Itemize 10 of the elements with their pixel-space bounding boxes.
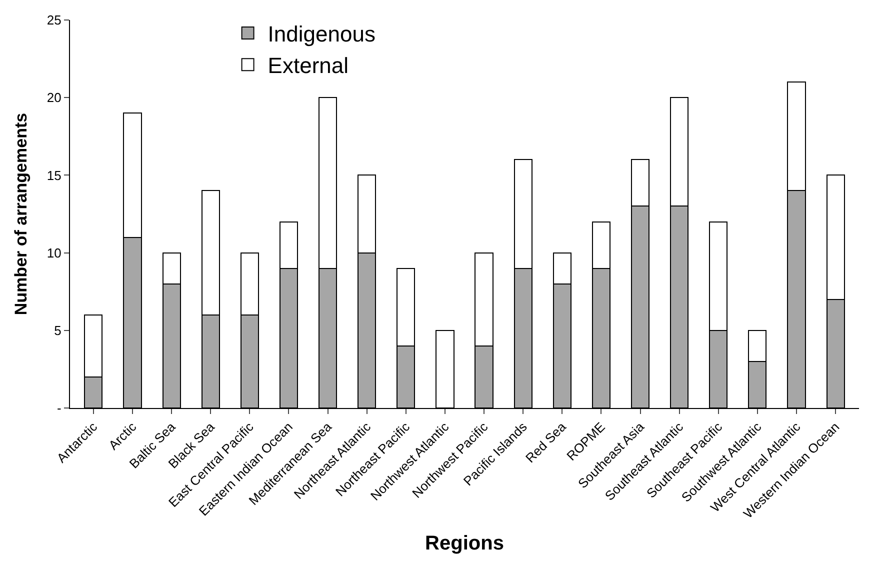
y-tick-label: 10 — [46, 245, 62, 260]
legend-label: Indigenous — [268, 22, 376, 47]
y-axis-title: Number of arrangements — [11, 112, 30, 316]
y-tick-label: - — [57, 400, 62, 416]
y-tick-label: 5 — [54, 322, 62, 338]
x-axis-title: Regions — [425, 532, 504, 555]
y-tick-label: 20 — [46, 90, 62, 106]
legend-label: External — [268, 53, 349, 78]
y-tick-label: 15 — [46, 168, 62, 183]
y-tick-label: 25 — [46, 12, 62, 28]
